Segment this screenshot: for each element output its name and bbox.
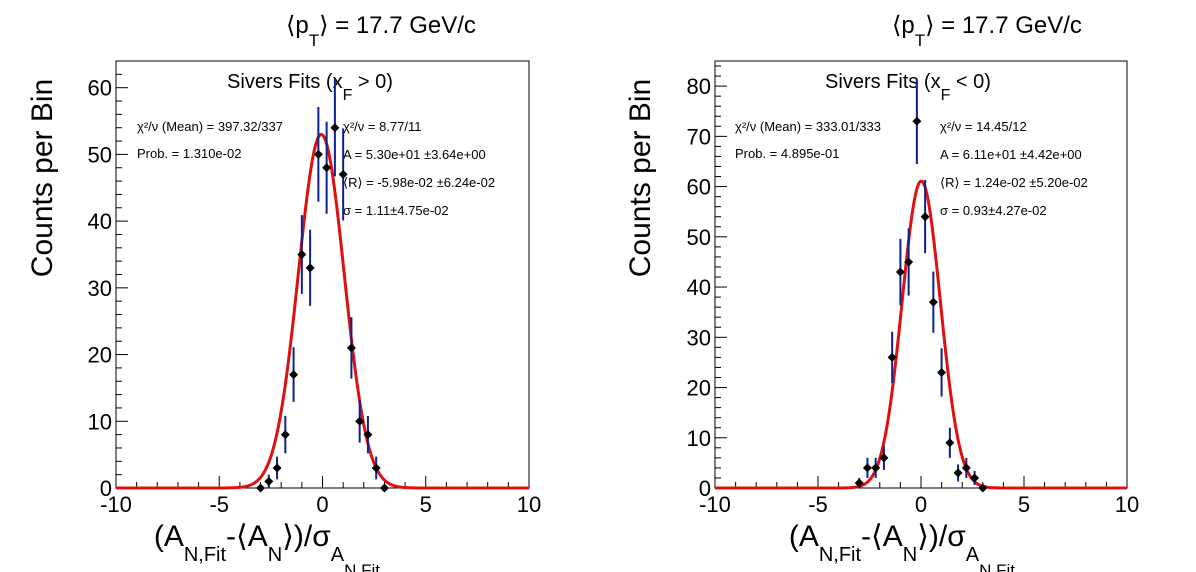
y-tick-label: 30 [88, 276, 112, 301]
data-point [305, 263, 315, 273]
data-point [346, 343, 356, 353]
fit-sigma: σ = 0.93±4.27e-02 [940, 203, 1047, 218]
y-tick-label: 60 [687, 175, 711, 200]
data-point [355, 416, 365, 426]
fit-amplitude: A = 5.30e+01 ±3.64e+00 [343, 147, 486, 162]
legend-header: Sivers Fits (xF < 0) [825, 71, 991, 104]
y-tick-label: 50 [88, 142, 112, 167]
data-point [322, 163, 332, 173]
data-point [854, 478, 864, 488]
data-point [879, 453, 889, 463]
data-point [313, 149, 323, 159]
y-tick-label: 0 [100, 476, 112, 501]
fit-amplitude: A = 6.11e+01 ±4.42e+00 [940, 147, 1082, 162]
x-tick-label: -10 [699, 492, 731, 517]
x-tick-label: 0 [316, 492, 328, 517]
data-point [945, 438, 955, 448]
stat-probability: Prob. = 4.895e-01 [735, 146, 839, 161]
data-point [895, 267, 905, 277]
data-point [928, 297, 938, 307]
fit-mean: ⟨R⟩ = -5.98e-02 ±6.24e-02 [343, 175, 495, 190]
x-tick-label: 0 [915, 492, 927, 517]
y-tick-label: 50 [687, 225, 711, 250]
x-tick-label: 10 [517, 492, 541, 517]
data-point [272, 463, 282, 473]
y-tick-label: 80 [687, 74, 711, 99]
data-point [280, 430, 290, 440]
y-tick-label: 60 [88, 76, 112, 101]
fit-curve [715, 179, 1127, 490]
data-point [338, 169, 348, 179]
stat-probability: Prob. = 1.310e-02 [137, 146, 241, 161]
x-tick-label: -5 [808, 492, 828, 517]
y-tick-label: 40 [687, 275, 711, 300]
data-point [363, 430, 373, 440]
data-point [970, 473, 980, 483]
fit-sigma: σ = 1.11±4.75e-02 [343, 203, 449, 218]
y-axis-label: Counts per Bin [624, 79, 657, 277]
data-point [289, 370, 299, 380]
x-tick-label: 5 [1018, 492, 1030, 517]
data-point [912, 116, 922, 126]
fit-chi2: χ²/ν = 8.77/11 [343, 119, 422, 134]
stat-chi2-mean: χ²/ν (Mean) = 333.01/333 [735, 119, 881, 134]
data-point [371, 463, 381, 473]
stat-chi2-mean: χ²/ν (Mean) = 397.32/337 [137, 119, 283, 134]
data-point [871, 463, 881, 473]
x-axis-label: (AN,Fit-⟨AN⟩)/σAN,Fit [154, 520, 380, 572]
data-point [264, 476, 274, 486]
data-point [961, 463, 971, 473]
data-point [379, 483, 389, 493]
data-point [920, 212, 930, 222]
chart-title: ⟨pT⟩ = 17.7 GeV/c [892, 12, 1082, 50]
y-tick-label: 20 [687, 376, 711, 401]
data-point [297, 249, 307, 259]
legend-header: Sivers Fits (xF > 0) [227, 71, 393, 104]
fit-curve [116, 132, 529, 490]
y-tick-label: 40 [88, 209, 112, 234]
data-point [953, 468, 963, 478]
y-tick-label: 30 [687, 325, 711, 350]
data-point [887, 352, 897, 362]
chart-title: ⟨pT⟩ = 17.7 GeV/c [286, 12, 476, 50]
y-tick-label: 0 [699, 476, 711, 501]
x-axis-label: (AN,Fit-⟨AN⟩)/σAN,Fit [789, 520, 1015, 572]
chart-panel-1: -10 -5 0 5 10 0 10 20 30 40 50 60 ⟨pT⟩ = 17.7 GeV/c C… [26, 12, 541, 572]
data-point [256, 483, 266, 493]
x-tick-label: -10 [100, 492, 132, 517]
y-tick-label: 70 [687, 124, 711, 149]
y-tick-label: 10 [687, 426, 711, 451]
data-point [330, 123, 340, 133]
y-tick-label: 10 [88, 409, 112, 434]
data-point [904, 257, 914, 267]
data-point [937, 367, 947, 377]
y-tick-label: 20 [88, 343, 112, 368]
x-tick-label: -5 [209, 492, 229, 517]
data-point [978, 483, 988, 493]
fit-chi2: χ²/ν = 14.45/12 [940, 119, 1027, 134]
data-point [862, 463, 872, 473]
x-tick-label: 10 [1115, 492, 1139, 517]
y-axis-label: Counts per Bin [26, 79, 59, 277]
x-tick-label: 5 [420, 492, 432, 517]
fit-mean: ⟨R⟩ = 1.24e-02 ±5.20e-02 [940, 175, 1088, 190]
chart-panel-2: -10 -5 0 5 10 0 10 20 30 40 50 60 70 80 ⟨pT⟩ = 17.7 Ge… [624, 12, 1139, 572]
